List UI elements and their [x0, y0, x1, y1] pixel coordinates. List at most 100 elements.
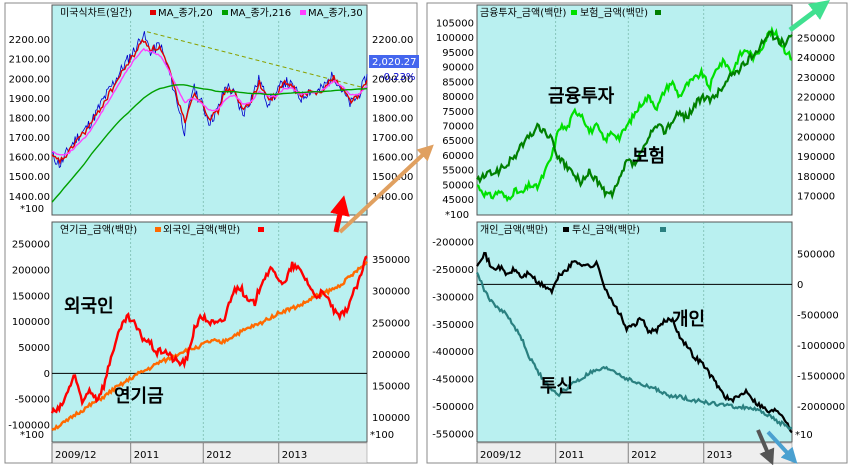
us-right-tick-3: 1900.00 [372, 94, 413, 105]
legend-foreign: 외국인_금액(백만) [163, 224, 240, 236]
annotation-foreign: 외국인 [64, 296, 114, 317]
us-left-tick-2: 2000.00 [9, 74, 50, 85]
pf-left-tick-4: 50000 [18, 343, 50, 354]
fi-right-tick-1: 240000 [797, 53, 835, 64]
annotation-fin: 금융투자 [548, 86, 615, 107]
us-right-tick-0: 2200.00 [372, 35, 413, 46]
right-xlabel-2: 2012 [631, 450, 656, 461]
pf-left-tick-2: 150000 [12, 291, 50, 302]
arrow-to-right [338, 144, 434, 234]
fi-left-tick-12: 45000 [442, 195, 474, 206]
it-left-tick-6: -500000 [432, 402, 474, 413]
arrow-insurance-up [788, 0, 830, 32]
left-xlabel-3: 2013 [282, 450, 307, 461]
us-left-tick-3: 1900.00 [9, 94, 50, 105]
fi-left-tick-9: 60000 [442, 151, 474, 162]
annotation-ind: 개인 [672, 309, 705, 330]
legend-ma216: MA_종가,216 [230, 7, 291, 19]
us-right-tick-5: 1700.00 [372, 133, 413, 144]
legend-pension: 연기금_금액(백만) [60, 224, 137, 236]
fi-right-tick-0: 250000 [797, 33, 835, 44]
fin-ins-legend: 금융투자_금액(백만) 보험_금액(백만) [480, 7, 661, 19]
unit-right-top: *100 [445, 210, 469, 221]
unit-right-bottom: *10 [795, 430, 813, 441]
us-series-ma216 [51, 84, 368, 203]
it-left-tick-5: -450000 [432, 375, 474, 386]
right-xlabel-0: 2009/12 [480, 450, 522, 461]
fi-right-tick-2: 230000 [797, 73, 835, 84]
arrow-individual-down [756, 429, 775, 465]
it-left-tick-3: -350000 [432, 320, 474, 331]
it-right-tick-3: -1000000 [797, 341, 845, 352]
fi-left-tick-7: 70000 [442, 122, 474, 133]
it-right-tick-2: -500000 [797, 310, 839, 321]
unit-left-bottom: *100 [20, 430, 44, 441]
fi-left-tick-10: 55000 [442, 166, 474, 177]
fi-right-tick-8: 170000 [797, 192, 835, 203]
pf-right-tick-1: 300000 [372, 287, 410, 298]
it-right-tick-0: 500000 [797, 249, 835, 260]
fi-left-tick-3: 90000 [442, 63, 474, 74]
us-right-tick-6: 1600.00 [372, 153, 413, 164]
arrow-foreign-up [330, 195, 350, 233]
us-trendline [146, 31, 368, 90]
unit-left-top: *100 [20, 204, 44, 215]
right-xlabel-1: 2011 [559, 450, 584, 461]
pf-right-tick-2: 250000 [372, 318, 410, 329]
us-left-tick-1: 2100.00 [9, 55, 50, 66]
fi-left-tick-11: 50000 [442, 180, 474, 191]
arrow-trust-down [766, 430, 798, 464]
fi-right-tick-5: 200000 [797, 132, 835, 143]
fi-left-tick-4: 85000 [442, 77, 474, 88]
pension-foreign-plot [51, 221, 368, 443]
ind-trust-legend: 개인_금액(백만) 투신_금액(백만) [480, 224, 666, 236]
legend-ind: 개인_금액(백만) [480, 224, 548, 236]
fi-left-tick-8: 65000 [442, 136, 474, 147]
it-series-trust [476, 272, 793, 431]
fi-left-tick-5: 80000 [442, 92, 474, 103]
pf-right-tick-5: 100000 [372, 413, 410, 424]
fi-series-financial_investment [476, 25, 793, 203]
us-left-tick-8: 1400.00 [9, 192, 50, 203]
fi-left-tick-1: 100000 [436, 33, 474, 44]
it-series-individual [476, 251, 793, 434]
legend-ins: 보험_금액(백만) [580, 7, 648, 19]
us-left-tick-0: 2200.00 [9, 35, 50, 46]
legend-us-title: 미국식차트(일간) [60, 7, 132, 19]
us-left-tick-5: 1700.00 [9, 133, 50, 144]
fi-right-tick-3: 220000 [797, 93, 835, 104]
year-grid [130, 5, 705, 442]
us-right-tick-7: 1500.00 [372, 172, 413, 183]
it-left-tick-7: -550000 [432, 430, 474, 441]
us-right-tick-8: 1400.00 [372, 192, 413, 203]
last-value-badge [369, 55, 419, 68]
pf-left-tick-5: 0 [44, 369, 50, 380]
it-left-tick-4: -400000 [432, 347, 474, 358]
change-value: -0.23% [380, 72, 415, 83]
pf-left-tick-6: -50000 [15, 395, 50, 406]
fi-left-tick-0: 105000 [436, 18, 474, 29]
us-right-tick-4: 1800.00 [372, 114, 413, 125]
pension-foreign-legend: 연기금_금액(백만) 외국인_금액(백만) [60, 224, 264, 236]
ind-trust-plot [476, 221, 793, 443]
right-xlabel-3: 2013 [707, 450, 732, 461]
us-right-tick-2: 2000.00 [372, 74, 413, 85]
fi-series-insurance [476, 30, 793, 201]
pf-left-tick-3: 100000 [12, 317, 50, 328]
it-right-tick-1: 0 [797, 280, 803, 291]
it-right-tick-5: -2000000 [797, 402, 845, 413]
us-left-tick-6: 1600.00 [9, 153, 50, 164]
it-left-tick-2: -300000 [432, 292, 474, 303]
fin-ins-plot [476, 4, 793, 216]
unit-left-bottom-right: *100 [370, 430, 394, 441]
fi-left-tick-2: 95000 [442, 48, 474, 59]
pf-right-tick-4: 150000 [372, 382, 410, 393]
annotation-pension: 연기금 [114, 386, 164, 407]
us-left-tick-4: 1800.00 [9, 114, 50, 125]
pf-left-tick-0: 250000 [12, 240, 50, 251]
it-right-tick-4: -1500000 [797, 371, 845, 382]
pf-series-foreign [50, 255, 368, 414]
it-left-tick-1: -250000 [432, 265, 474, 276]
pf-left-tick-1: 200000 [12, 266, 50, 277]
